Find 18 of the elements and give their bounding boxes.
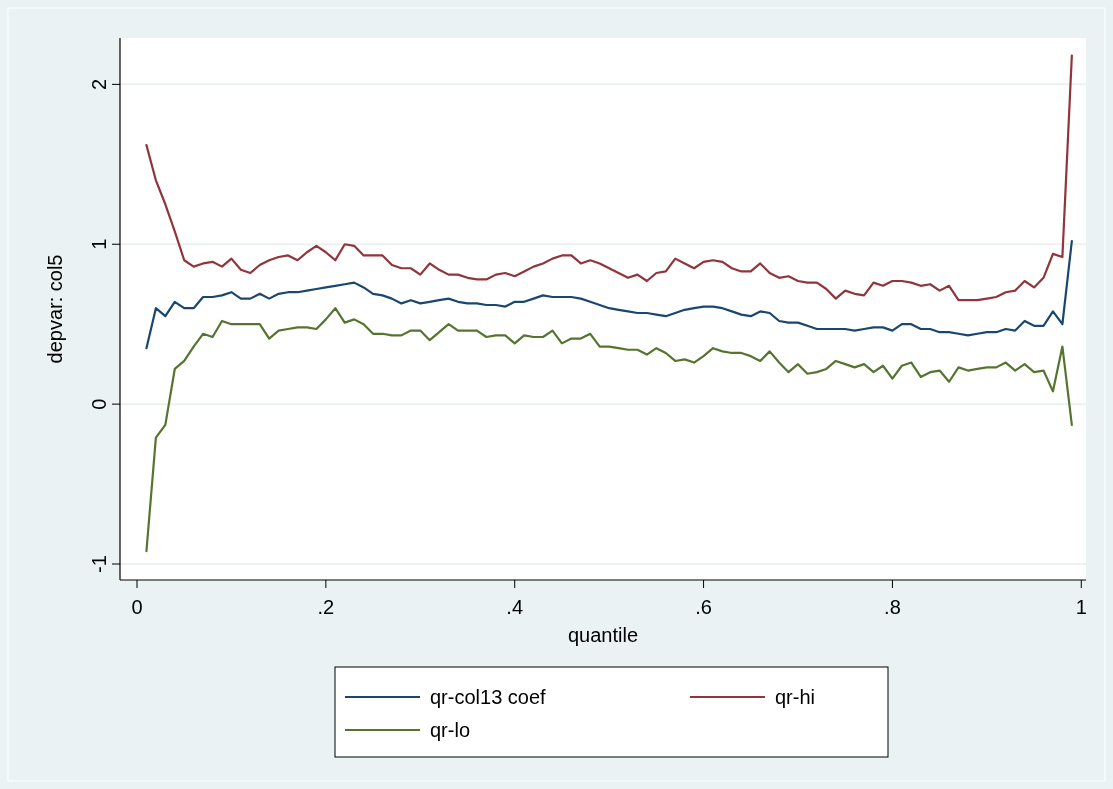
x-tick-label: .6: [695, 596, 712, 618]
x-tick-label: 0: [131, 596, 143, 618]
y-tick-label: 0: [88, 398, 110, 410]
legend-label: qr-lo: [430, 719, 471, 741]
y-tick-label: 2: [88, 78, 110, 90]
x-axis-title: quantile: [567, 624, 639, 646]
line-series: [145, 54, 1073, 302]
x-tick-label: 1: [1075, 596, 1087, 618]
line-series: [145, 307, 1073, 553]
y-axis-title: depvar: col5: [44, 254, 66, 364]
x-tick-label: .8: [884, 596, 901, 618]
y-tick-label: 1: [88, 238, 110, 250]
x-tick-label: .4: [506, 596, 524, 618]
legend-label: qr-col13 coef: [430, 686, 547, 708]
x-tick-label: .2: [317, 596, 335, 618]
y-tick-label: -1: [88, 555, 110, 573]
line-series: [145, 239, 1073, 350]
legend-label: qr-hi: [775, 686, 816, 708]
